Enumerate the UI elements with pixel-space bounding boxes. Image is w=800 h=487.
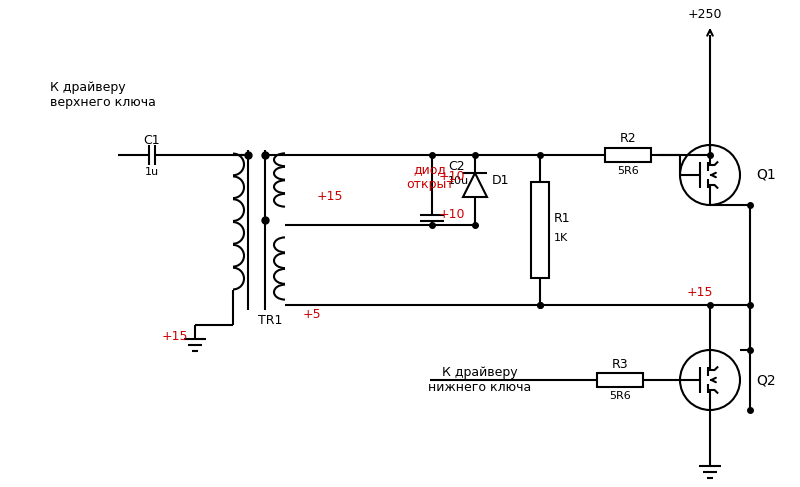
Text: R3: R3 [612,357,628,371]
Text: +250: +250 [688,8,722,21]
Text: 1K: 1K [554,233,568,243]
Text: 10u: 10u [448,176,469,186]
Text: Q2: Q2 [756,373,776,387]
Text: +5: +5 [303,308,322,321]
Text: +15: +15 [317,190,343,204]
Bar [606,148,651,162]
Text: диод
открыт: диод открыт [406,163,454,191]
Text: +10: +10 [438,170,466,184]
Text: +15: +15 [162,331,188,343]
Text: 1u: 1u [145,167,159,177]
Text: +10: +10 [438,208,466,222]
Text: C1: C1 [144,133,160,147]
Text: К драйверу
нижнего ключа: К драйверу нижнего ключа [428,366,532,394]
Text: +15: +15 [686,286,714,300]
Text: R2: R2 [620,132,636,146]
Text: К драйверу
верхнего ключа: К драйверу верхнего ключа [50,81,156,109]
Text: 5R6: 5R6 [609,391,631,401]
Text: R1: R1 [554,211,570,225]
Bar [531,182,549,278]
Text: TR1: TR1 [258,314,282,326]
Text: C2: C2 [448,161,465,173]
Text: D1: D1 [492,173,510,187]
Text: Q1: Q1 [756,168,776,182]
Text: 5R6: 5R6 [617,166,639,176]
Bar [597,373,643,387]
